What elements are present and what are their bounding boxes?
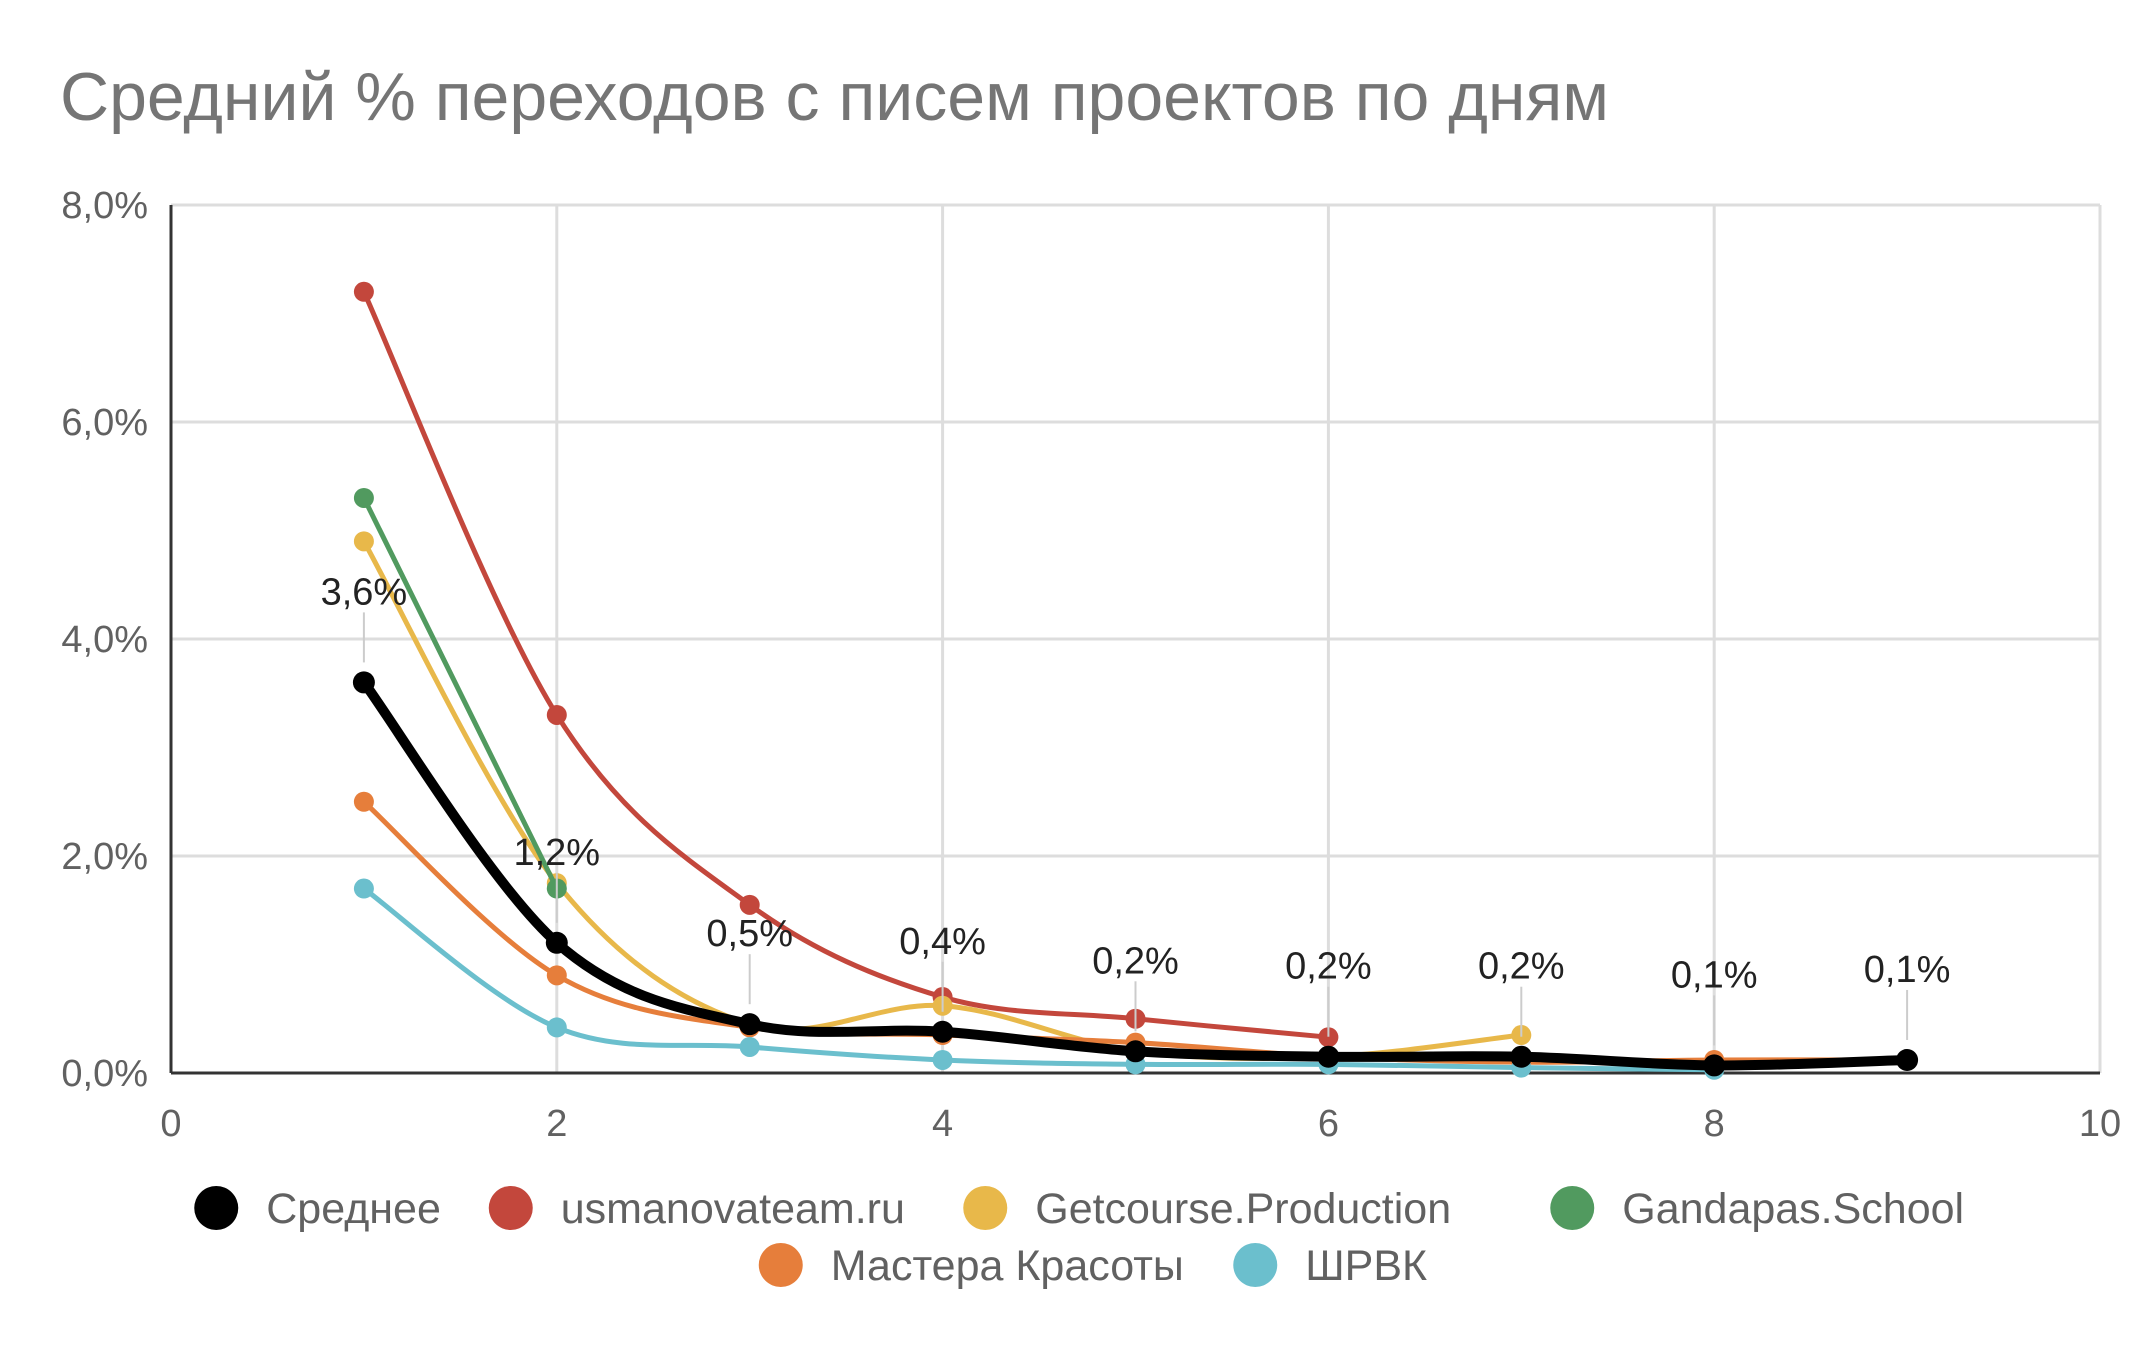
legend-marker bbox=[1233, 1243, 1278, 1287]
data-point bbox=[1510, 1045, 1533, 1068]
data-point bbox=[546, 704, 567, 725]
x-tick-label: 6 bbox=[1318, 1103, 1339, 1145]
legend-label: Getcourse.Production bbox=[1035, 1185, 1451, 1233]
legend-label: Мастера Красоты bbox=[831, 1242, 1184, 1290]
y-tick-label: 8,0% bbox=[61, 185, 148, 227]
x-tick-label: 10 bbox=[2079, 1103, 2121, 1145]
legend-item: usmanovateam.ru bbox=[488, 1185, 905, 1233]
data-point bbox=[1317, 1045, 1340, 1068]
x-tick-label: 0 bbox=[160, 1103, 181, 1145]
y-tick-label: 0,0% bbox=[61, 1053, 148, 1095]
legend-marker bbox=[194, 1186, 239, 1230]
data-point bbox=[353, 878, 374, 899]
data-label: 0,2% bbox=[1478, 946, 1565, 988]
legend-item: Среднее bbox=[194, 1185, 441, 1233]
x-tick-label: 4 bbox=[932, 1103, 953, 1145]
legend-item: ШРВК bbox=[1233, 1242, 1427, 1290]
data-point bbox=[739, 1036, 760, 1057]
data-point bbox=[546, 1017, 567, 1038]
chart-title: Средний % переходов с писем проектов по … bbox=[60, 59, 1610, 135]
data-point bbox=[545, 931, 568, 954]
series-среднее bbox=[352, 671, 1919, 1077]
y-tick-label: 6,0% bbox=[61, 402, 148, 444]
data-point bbox=[931, 1020, 954, 1043]
data-point bbox=[1896, 1048, 1919, 1071]
legend-marker bbox=[488, 1186, 533, 1230]
gridlines bbox=[171, 203, 2102, 1073]
series-line-gandapas-school bbox=[361, 495, 560, 892]
data-point bbox=[353, 791, 374, 812]
legend-marker bbox=[758, 1243, 803, 1287]
legend-item: Gandapas.School bbox=[1550, 1185, 1964, 1233]
data-point bbox=[353, 281, 374, 302]
data-point bbox=[353, 531, 374, 552]
data-point bbox=[352, 671, 375, 694]
data-point bbox=[546, 965, 567, 986]
legend-label: Gandapas.School bbox=[1622, 1185, 1964, 1233]
legend-item: Мастера Красоты bbox=[758, 1242, 1184, 1290]
data-label: 0,1% bbox=[1864, 949, 1951, 991]
data-point bbox=[932, 1049, 953, 1070]
data-label: 0,4% bbox=[899, 921, 986, 963]
y-tick-label: 4,0% bbox=[61, 619, 148, 661]
data-point bbox=[739, 894, 760, 915]
y-tick-label: 2,0% bbox=[61, 836, 148, 878]
legend-label: Среднее bbox=[266, 1185, 441, 1233]
legend-marker bbox=[1550, 1186, 1595, 1230]
series-line-usmanovateam-ru bbox=[361, 289, 1331, 1040]
data-point bbox=[738, 1013, 761, 1036]
data-label: 0,2% bbox=[1092, 940, 1179, 982]
x-tick-label: 2 bbox=[546, 1103, 567, 1145]
axes: 0 2 4 6 8 10 0,0% 2,0% 4,0% 6,0% 8,0% bbox=[61, 185, 2121, 1145]
x-tick-label: 8 bbox=[1704, 1103, 1725, 1145]
data-label: 0,5% bbox=[706, 913, 793, 955]
data-point bbox=[1703, 1054, 1726, 1077]
data-label: 3,6% bbox=[321, 571, 408, 613]
legend-label: ШРВК bbox=[1305, 1242, 1427, 1290]
legend-marker bbox=[963, 1186, 1008, 1230]
data-label: 0,1% bbox=[1671, 954, 1758, 996]
data-label: 1,2% bbox=[513, 832, 600, 874]
data-point bbox=[353, 487, 374, 508]
legend-item: Getcourse.Production bbox=[963, 1185, 1451, 1233]
legend-label: usmanovateam.ru bbox=[561, 1185, 905, 1233]
legend: Среднее usmanovateam.ru Getcourse.Producti… bbox=[194, 1185, 1964, 1290]
data-labels: 3,6% 1,2% 0,5% 0,4% 0,2% 0,2% 0,2% 0,1% 0,1% bbox=[321, 571, 1951, 1046]
data-point bbox=[1124, 1040, 1147, 1063]
series-gandapas-school bbox=[353, 487, 567, 899]
data-point bbox=[1318, 1027, 1339, 1048]
data-label: 0,2% bbox=[1285, 946, 1372, 988]
